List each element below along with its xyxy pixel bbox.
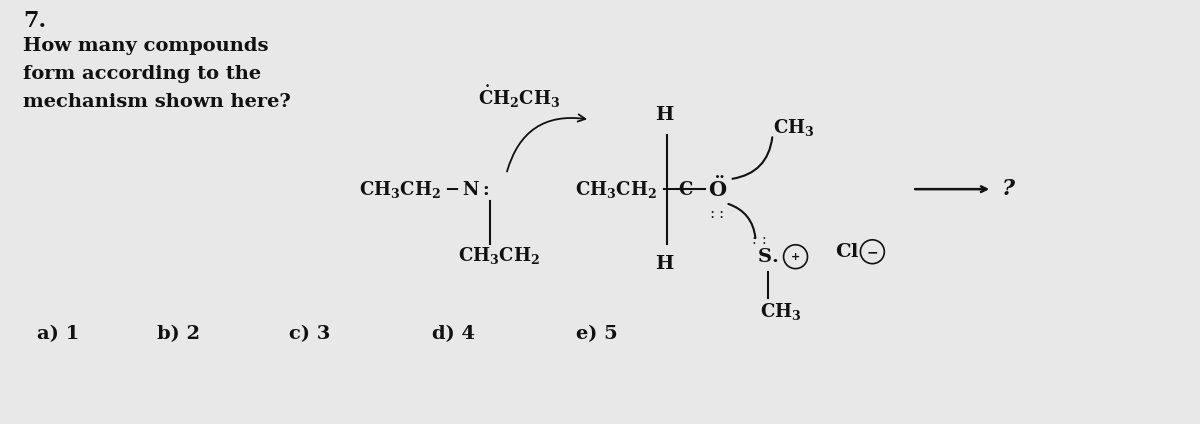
Text: form according to the: form according to the <box>23 65 262 83</box>
Text: $\mathregular{:\!:}$: $\mathregular{:\!:}$ <box>707 207 725 221</box>
Text: b) 2: b) 2 <box>157 325 200 343</box>
FancyArrowPatch shape <box>728 204 756 238</box>
Text: $\mathregular{H}$: $\mathregular{H}$ <box>655 255 674 273</box>
Text: c) 3: c) 3 <box>289 325 330 343</box>
Text: a) 1: a) 1 <box>37 325 79 343</box>
Text: $\mathregular{::}$: $\mathregular{::}$ <box>749 233 767 247</box>
Text: $\mathbf{+}$: $\mathbf{+}$ <box>791 251 800 262</box>
Text: $\mathregular{H}$: $\mathregular{H}$ <box>655 106 674 124</box>
Text: $\mathregular{\dot{C}H_2CH_3}$: $\mathregular{\dot{C}H_2CH_3}$ <box>479 84 560 110</box>
Text: $\mathregular{CH_3CH_2-C}$: $\mathregular{CH_3CH_2-C}$ <box>575 179 694 200</box>
Text: How many compounds: How many compounds <box>23 37 269 55</box>
Text: 7.: 7. <box>23 10 47 32</box>
Text: $\mathbf{-}$: $\mathbf{-}$ <box>866 245 878 259</box>
Text: $\mathregular{\ddot{O}}$: $\mathregular{\ddot{O}}$ <box>708 177 727 201</box>
FancyArrowPatch shape <box>732 137 773 179</box>
Text: $\mathregular{Cl}$: $\mathregular{Cl}$ <box>835 243 859 261</box>
Text: e) 5: e) 5 <box>576 325 618 343</box>
FancyArrowPatch shape <box>506 114 586 172</box>
Text: ?: ? <box>1002 178 1015 200</box>
Text: $\mathregular{CH_3CH_2-N:}$: $\mathregular{CH_3CH_2-N:}$ <box>359 179 490 200</box>
Text: $\mathregular{S.}$: $\mathregular{S.}$ <box>757 248 779 266</box>
Text: $\mathregular{CH_3}$: $\mathregular{CH_3}$ <box>760 301 802 322</box>
Text: $\mathregular{CH_3CH_2}$: $\mathregular{CH_3CH_2}$ <box>458 245 540 266</box>
Text: d) 4: d) 4 <box>432 325 475 343</box>
Text: $\mathregular{CH_3}$: $\mathregular{CH_3}$ <box>773 117 814 138</box>
Text: mechanism shown here?: mechanism shown here? <box>23 93 292 111</box>
